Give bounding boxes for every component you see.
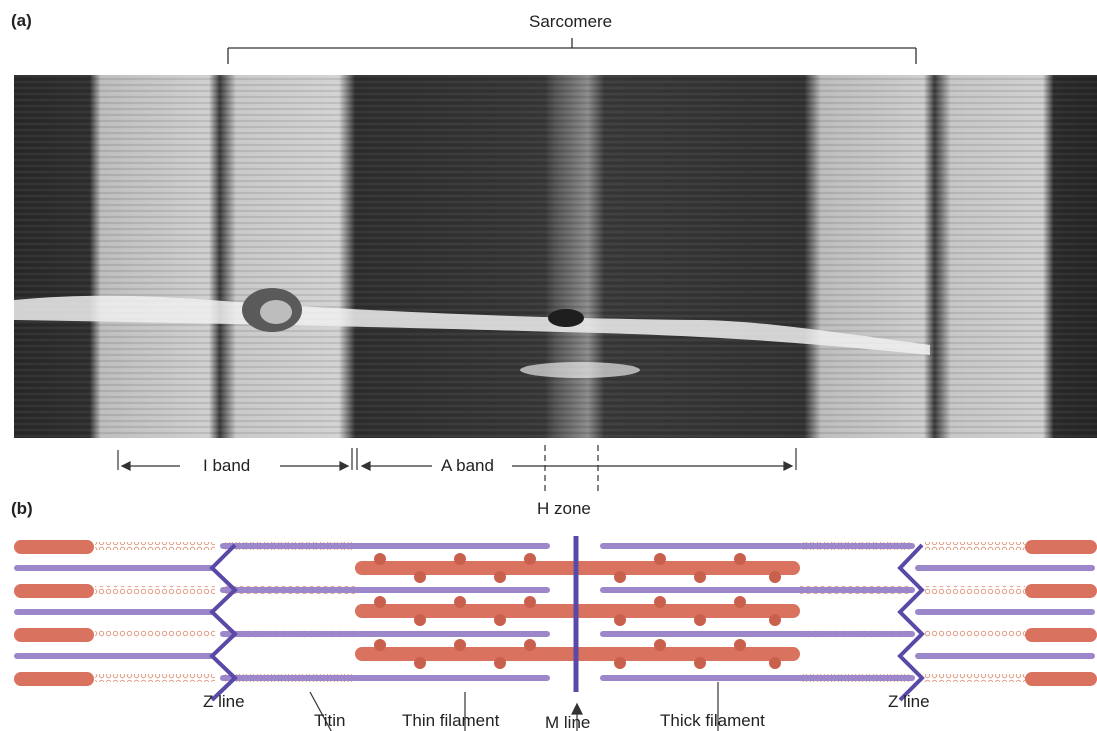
electron-micrograph	[14, 75, 1097, 438]
micrograph-highlight	[520, 362, 640, 378]
i-band-label: I band	[203, 457, 250, 474]
m-line-label: M line	[545, 714, 590, 731]
panel-a-label: (a)	[11, 12, 32, 29]
z-line-left-label: Z line	[203, 693, 245, 710]
micrograph-striations	[14, 75, 1097, 438]
callout-leaders	[310, 682, 718, 731]
thin-filament-label: Thin filament	[402, 712, 499, 729]
sarcomere-schematic	[14, 536, 1097, 700]
panel-b-label: (b)	[11, 500, 33, 517]
micrograph-vesicle-core	[260, 300, 292, 324]
thick-filament-label: Thick filament	[660, 712, 765, 729]
sarcomere-bracket	[228, 38, 916, 64]
micrograph-m-line-dot	[548, 309, 584, 327]
titin-label: Titin	[314, 712, 346, 729]
a-band-label: A band	[441, 457, 494, 474]
z-line-right-label: Z line	[888, 693, 930, 710]
h-zone-label: H zone	[537, 500, 591, 517]
sarcomere-label: Sarcomere	[529, 13, 612, 30]
